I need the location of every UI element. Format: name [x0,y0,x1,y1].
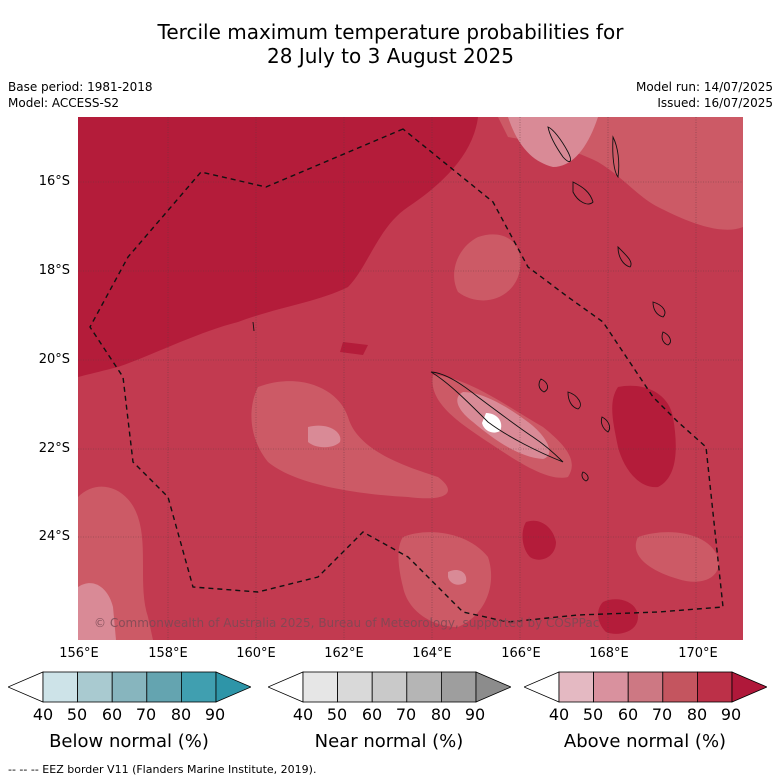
vanuatu-central-coast [572,181,594,205]
lat-label-22s: 22°S [38,441,70,456]
lon-label-164e: 164°E [412,646,452,661]
region-50-60-nc [457,392,550,459]
colorbar-segment [627,671,664,703]
colorbar-label-above: Above normal (%) [563,731,727,752]
island-coast-1 [538,378,548,393]
colorbar-segment [371,671,408,703]
lon-label-158e: 158°E [148,646,188,661]
colorbar-segment [146,671,182,703]
island-coast-6 [581,471,589,482]
colorbar-segment [302,671,338,703]
region-50-60-n [508,117,598,167]
lon-label-156e: 156°E [59,646,99,661]
cb0-tick-90: 90 [204,705,226,724]
colorbar-above-normal [524,671,767,703]
cb1-tick-60: 60 [361,705,383,724]
cb2-tick-50: 50 [582,705,604,724]
colorbar-segment [593,671,629,703]
cb1-tick-70: 70 [395,705,417,724]
map-canvas [78,117,743,640]
colorbar-segment [42,671,78,703]
meta-right: Model run: 14/07/2025 Issued: 16/07/2025 [636,79,773,111]
colorbar-near-normal [268,671,511,703]
cb1-tick-90: 90 [464,705,486,724]
title-line-1: Tercile maximum temperature probabilitie… [157,20,624,44]
issued-date: Issued: 16/07/2025 [657,96,773,110]
eez-border [89,128,724,623]
region-80-90-south [522,520,556,560]
vanuatu-east-coast [612,135,620,179]
lon-label-160e: 160°E [236,646,276,661]
coastlines [252,126,671,482]
cb2-tick-70: 70 [651,705,673,724]
colorbar-segment [337,671,373,703]
colorbar-low-extension [268,671,304,703]
cb1-tick-50: 50 [326,705,348,724]
cb1-tick-80: 80 [430,705,452,724]
colorbar-segment [180,671,217,703]
region-60-70-south [398,532,492,627]
lat-label-24s: 24°S [38,529,70,544]
region-80-90-east [612,385,676,488]
lat-label-20s: 20°S [38,352,70,367]
vanuatu-north-coast [547,126,571,163]
island-coast-5 [252,321,255,332]
base-period: Base period: 1981-2018 [8,80,153,94]
cb0-tick-70: 70 [135,705,157,724]
cb2-tick-90: 90 [720,705,742,724]
lon-label-168e: 168°E [589,646,629,661]
meta-left: Base period: 1981-2018 Model: ACCESS-S2 [8,79,153,111]
chart-title: Tercile maximum temperature probabilitie… [0,20,781,68]
title-line-2: 28 July to 3 August 2025 [267,44,514,68]
model-run: Model run: 14/07/2025 [635,80,773,94]
region-60-70-central [454,234,521,301]
island-coast-4 [661,331,671,346]
colorbar-low-extension [524,671,560,703]
colorbar-high-extension [475,671,511,703]
cb2-tick-80: 80 [686,705,708,724]
new-caledonia-coast [430,371,564,463]
copyright-notice: © Commonwealth of Australia 2025, Bureau… [94,616,600,630]
colorbar-segment [77,671,113,703]
cb2-tick-40: 40 [548,705,570,724]
cb0-tick-40: 40 [32,705,54,724]
region-50-60-south [448,570,467,585]
colorbar-low-extension [8,671,44,703]
cb1-tick-40: 40 [292,705,314,724]
lat-label-16s: 16°S [38,174,70,189]
model-name: Model: ACCESS-S2 [8,96,120,110]
region-80-90-patch [340,342,368,355]
lon-label-166e: 166°E [501,646,541,661]
graticule [78,117,743,640]
lon-label-170e: 170°E [678,646,718,661]
region-60-70-east [635,532,719,582]
lat-label-18s: 18°S [38,263,70,278]
colorbar-segment [696,671,733,703]
island-coast-3 [600,416,611,433]
lon-label-162e: 162°E [324,646,364,661]
cb2-tick-60: 60 [617,705,639,724]
colorbar-segment [558,671,594,703]
cb0-tick-60: 60 [101,705,123,724]
eez-footnote: -- -- -- EEZ border V11 (Flanders Marine… [8,763,317,776]
colorbar-label-near: Near normal (%) [314,731,464,752]
colorbar-high-extension [215,671,251,703]
cb0-tick-50: 50 [66,705,88,724]
colorbar-segment [406,671,442,703]
region-50-60-sw [78,583,116,640]
island-coast-2 [567,391,581,410]
colorbar-below-normal [8,671,251,703]
colorbar-label-below: Below normal (%) [49,731,209,752]
vanuatu-south-coast [617,245,632,268]
colorbar-segment [111,671,148,703]
region-50-60-small [308,425,341,448]
colorbar-segment [440,671,477,703]
probability-map: © Commonwealth of Australia 2025, Bureau… [78,117,743,640]
colorbar-segment [662,671,698,703]
region-60-70-west [251,381,448,499]
loyalty-islands-coast [652,301,666,318]
colorbar-high-extension [731,671,767,703]
cb0-tick-80: 80 [170,705,192,724]
